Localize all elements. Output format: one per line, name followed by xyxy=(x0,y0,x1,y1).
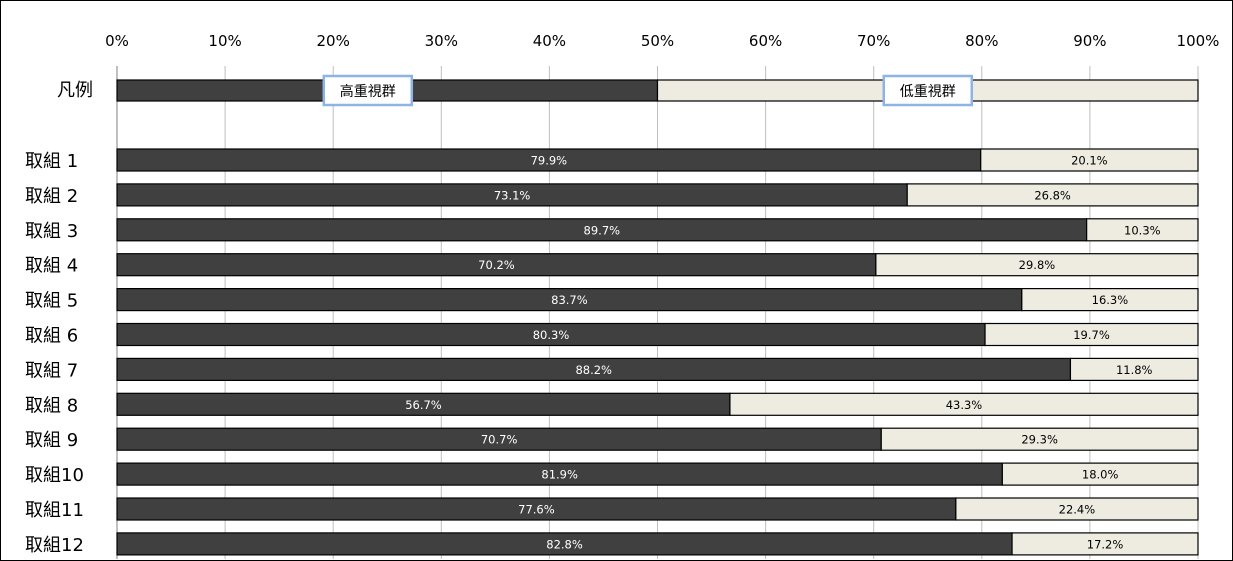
data-label-low: 29.8% xyxy=(1019,258,1056,272)
data-label-high: 80.3% xyxy=(533,328,570,342)
category-label: 取組 6 xyxy=(25,326,78,347)
category-label: 取組 2 xyxy=(25,186,78,207)
legend-row-label: 凡例 xyxy=(57,80,93,101)
x-tick-label: 40% xyxy=(533,32,566,50)
legend-entry-label: 高重視群 xyxy=(340,83,396,100)
x-tick-label: 80% xyxy=(965,32,998,50)
bar-segment-low xyxy=(729,392,1199,416)
data-label-high: 79.9% xyxy=(531,154,568,168)
data-label-high: 77.6% xyxy=(518,503,555,517)
category-label: 取組 7 xyxy=(25,360,78,381)
bar-segment-low xyxy=(906,183,1199,207)
bar-segment-low xyxy=(1001,462,1199,486)
category-label: 取組 8 xyxy=(25,395,78,416)
data-label-high: 81.9% xyxy=(541,468,578,482)
data-label-low: 22.4% xyxy=(1059,503,1096,517)
x-tick-label: 70% xyxy=(857,32,890,50)
x-tick-label: 30% xyxy=(425,32,458,50)
data-label-low: 19.7% xyxy=(1073,328,1110,342)
legend-entry-box xyxy=(882,74,973,107)
data-label-low: 11.8% xyxy=(1116,363,1153,377)
legend-entry-box xyxy=(322,74,414,107)
data-label-low: 29.3% xyxy=(1021,433,1058,447)
data-label-high: 88.2% xyxy=(575,363,612,377)
bar-segment-low xyxy=(875,253,1199,277)
data-label-high: 83.7% xyxy=(551,293,588,307)
data-label-high: 56.7% xyxy=(405,398,442,412)
x-tick-label: 50% xyxy=(641,32,674,50)
category-label: 取組 3 xyxy=(25,221,78,242)
category-label: 取組12 xyxy=(25,535,84,556)
category-label: 取組 9 xyxy=(25,430,78,451)
bar-segment-low xyxy=(1021,288,1199,312)
bar-segment-low xyxy=(1086,218,1199,242)
data-label-low: 17.2% xyxy=(1087,537,1124,551)
data-label-high: 70.2% xyxy=(478,258,515,272)
category-label: 取組 5 xyxy=(25,291,78,312)
category-label: 取組10 xyxy=(25,465,84,486)
data-label-high: 73.1% xyxy=(494,188,531,202)
x-tick-label: 100% xyxy=(1177,32,1220,50)
data-label-low: 43.3% xyxy=(946,398,983,412)
data-label-high: 89.7% xyxy=(584,223,621,237)
x-tick-label: 60% xyxy=(749,32,782,50)
bar-segment-low xyxy=(955,497,1199,521)
data-label-high: 82.8% xyxy=(546,537,583,551)
bar-segment-low xyxy=(880,427,1199,451)
legend-entry-label: 低重視群 xyxy=(900,84,956,100)
x-tick-label: 90% xyxy=(1073,32,1106,50)
data-label-low: 18.0% xyxy=(1082,468,1119,482)
x-tick-label: 20% xyxy=(317,32,350,50)
bar-segment-low xyxy=(980,148,1199,172)
x-tick-label: 10% xyxy=(208,32,241,50)
data-label-high: 70.7% xyxy=(481,433,518,447)
category-label: 取組 1 xyxy=(25,151,78,172)
data-label-low: 10.3% xyxy=(1124,223,1161,237)
category-label: 取組11 xyxy=(25,500,84,521)
data-label-low: 26.8% xyxy=(1034,188,1071,202)
data-label-low: 20.1% xyxy=(1071,154,1108,168)
bar-segment-low xyxy=(1011,532,1199,556)
bar-segment-low xyxy=(1069,357,1199,381)
bar-segment-low xyxy=(984,322,1199,347)
data-label-low: 16.3% xyxy=(1092,293,1129,307)
category-label: 取組 4 xyxy=(25,256,78,277)
x-tick-label: 0% xyxy=(105,32,129,50)
